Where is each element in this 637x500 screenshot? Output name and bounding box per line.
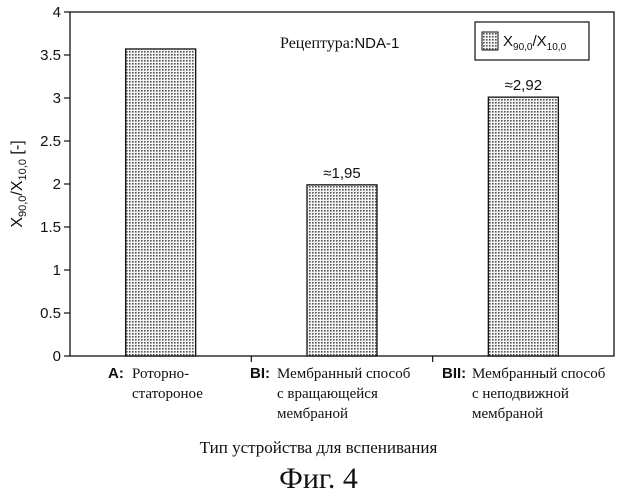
y-tick-label: 4 [53,4,61,21]
bar [488,97,558,356]
category-labels: A: Роторно-статороное BI: Мембранный способ… [108,365,606,422]
category-label-line: Роторно- [132,366,189,382]
y-tick-label: 0.5 [40,305,61,322]
category-code: BII: [442,365,466,382]
formulation-value: NDA-1 [354,35,399,52]
data-label: ≈2,92 [505,77,542,94]
category-label-line: Мембранный способ [277,366,411,382]
category-label-line: статороное [132,386,203,402]
bars [126,49,559,356]
legend: X90,0/X10,0 [475,22,589,60]
category-code: BI: [250,365,270,382]
category-label-line: мембраной [472,406,543,422]
y-axis-title: X90,0/X10,0 [-] [9,140,29,227]
y-tick-label: 2.5 [40,133,61,150]
category-label-line: Мембранный способ [472,366,606,382]
formulation-annotation: Рецептура:NDA-1 [280,35,399,52]
figure-caption: Фиг. 4 [0,462,637,496]
bar [126,49,196,356]
x-axis-title: Тип устройства для вспенивания [0,438,637,458]
legend-swatch [482,32,498,50]
category-code: A: [108,365,124,382]
formulation-prefix: Рецептура: [280,35,354,52]
category-label-line: с неподвижной [472,386,569,402]
x-axis-ticks [251,356,432,362]
y-tick-label: 1.5 [40,219,61,236]
y-tick-label: 1 [53,262,61,279]
y-tick-label: 3 [53,90,61,107]
y-axis-ticks: 0 0.5 1 1.5 2 2.5 3 3.5 4 [40,4,70,365]
category-label-line: мембраной [277,406,348,422]
y-tick-label: 2 [53,176,61,193]
data-label: ≈1,95 [323,165,360,182]
y-tick-label: 0 [53,348,61,365]
y-tick-label: 3.5 [40,47,61,64]
category-label-line: с вращающейся [277,386,378,402]
bar [307,185,377,356]
